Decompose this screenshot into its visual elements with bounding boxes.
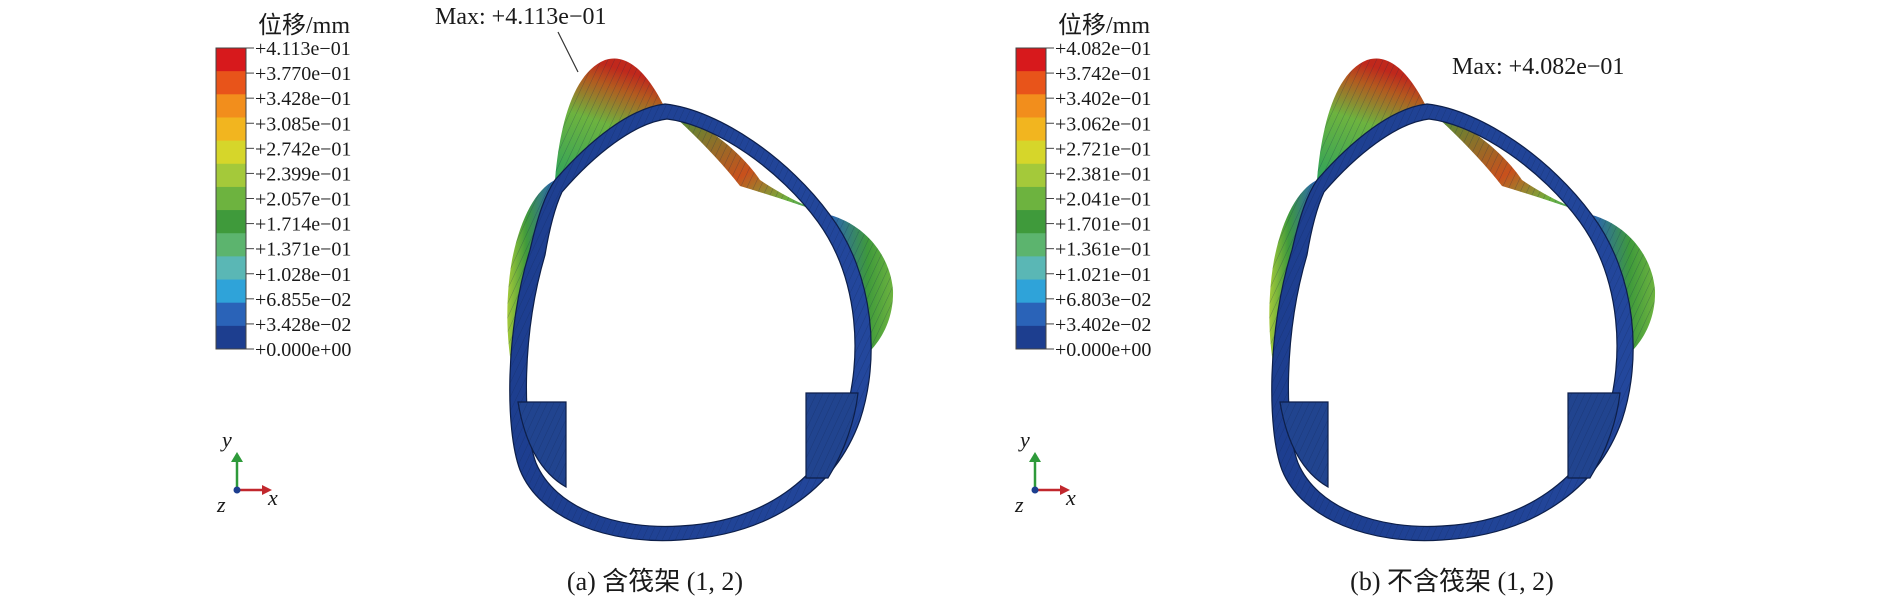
legend-value-a-10: +6.855e−02 bbox=[255, 289, 351, 311]
legend-swatch-b-6 bbox=[1016, 186, 1046, 211]
legend-swatch-b-5 bbox=[1016, 163, 1046, 188]
legend-swatch-a-9 bbox=[216, 256, 246, 281]
axis-z-label-a: z bbox=[216, 492, 226, 517]
legend-swatch-b-0 bbox=[1016, 48, 1046, 72]
legend-value-b-12: +0.000e+00 bbox=[1055, 339, 1151, 361]
legend-swatch-b-2 bbox=[1016, 94, 1046, 118]
legend-swatch-b-8 bbox=[1016, 233, 1046, 257]
legend-swatch-a-4 bbox=[216, 140, 246, 165]
legend-swatch-b-10 bbox=[1016, 279, 1046, 304]
legend-value-a-12: +0.000e+00 bbox=[255, 339, 351, 361]
legend-value-a-3: +3.085e−01 bbox=[255, 113, 351, 135]
max-leader-line-a bbox=[557, 31, 579, 73]
legend-swatch-b-4 bbox=[1016, 140, 1046, 165]
max-label-b: Max: +4.082e−01 bbox=[1452, 54, 1624, 80]
legend-value-b-0: +4.082e−01 bbox=[1055, 38, 1151, 60]
legend-b: +4.082e−01 +3.742e−01 +3.402e−01 +3.062e−01… bbox=[1015, 38, 1151, 361]
legend-value-b-8: +1.361e−01 bbox=[1055, 239, 1151, 261]
legend-value-b-3: +3.062e−01 bbox=[1055, 113, 1151, 135]
legend-a: +4.113e−01 +3.770e−01 +3.428e−01 +3.085e−01… bbox=[215, 38, 351, 361]
deformed-shell-b bbox=[1268, 57, 1656, 542]
legend-swatch-a-8 bbox=[216, 233, 246, 257]
legend-swatch-a-6 bbox=[216, 186, 246, 211]
legend-value-a-4: +2.742e−01 bbox=[255, 138, 351, 160]
legend-value-b-5: +2.381e−01 bbox=[1055, 163, 1151, 185]
legend-swatch-a-10 bbox=[216, 279, 246, 304]
legend-value-b-4: +2.721e−01 bbox=[1055, 138, 1151, 160]
legend-swatch-a-0 bbox=[216, 48, 246, 72]
legend-swatch-b-7 bbox=[1016, 210, 1046, 234]
legend-value-a-2: +3.428e−01 bbox=[255, 88, 351, 110]
legend-title-b: 位移/mm bbox=[1058, 12, 1150, 39]
legend-swatch-b-9 bbox=[1016, 256, 1046, 281]
deformed-shell-a bbox=[506, 57, 894, 542]
axis-z-label-b: z bbox=[1014, 492, 1024, 517]
max-label-a: Max: +4.113e−01 bbox=[435, 4, 607, 30]
legend-value-a-9: +1.028e−01 bbox=[255, 264, 351, 286]
legend-value-a-11: +3.428e−02 bbox=[255, 314, 351, 336]
legend-swatch-a-5 bbox=[216, 163, 246, 188]
legend-swatch-a-3 bbox=[216, 117, 246, 142]
legend-value-a-6: +2.057e−01 bbox=[255, 189, 351, 211]
axis-x-label-a: x bbox=[267, 485, 278, 510]
axis-triad-a: y x z bbox=[216, 427, 278, 517]
axis-y-label-a: y bbox=[220, 427, 232, 452]
legend-value-b-10: +6.803e−02 bbox=[1055, 289, 1151, 311]
axis-x-label-b: x bbox=[1065, 485, 1076, 510]
legend-swatch-a-2 bbox=[216, 94, 246, 118]
axis-y-label-b: y bbox=[1018, 427, 1030, 452]
legend-value-a-7: +1.714e−01 bbox=[255, 214, 351, 236]
legend-value-b-6: +2.041e−01 bbox=[1055, 189, 1151, 211]
legend-value-a-5: +2.399e−01 bbox=[255, 163, 351, 185]
caption-a: (a) 含筏架 (1, 2) bbox=[567, 567, 743, 596]
legend-swatch-b-12 bbox=[1016, 325, 1046, 350]
legend-value-a-1: +3.770e−01 bbox=[255, 63, 351, 85]
panel-b: 位移/mm +4.082e−01 +3.742e−01 +3.402e−01 +3.0… bbox=[1014, 12, 1656, 596]
legend-value-b-9: +1.021e−01 bbox=[1055, 264, 1151, 286]
legend-title-a: 位移/mm bbox=[258, 12, 350, 39]
panel-a: 位移/mm +4.113e−01 +3.770e−01 +3.428e−01 +3.0… bbox=[215, 4, 894, 596]
legend-swatch-a-1 bbox=[216, 71, 246, 95]
legend-value-b-11: +3.402e−02 bbox=[1055, 314, 1151, 336]
caption-b: (b) 不含筏架 (1, 2) bbox=[1350, 567, 1554, 596]
legend-value-b-1: +3.742e−01 bbox=[1055, 63, 1151, 85]
legend-swatch-a-12 bbox=[216, 325, 246, 350]
legend-swatch-a-7 bbox=[216, 210, 246, 234]
legend-swatch-a-11 bbox=[216, 302, 246, 327]
legend-value-b-2: +3.402e−01 bbox=[1055, 88, 1151, 110]
legend-swatch-b-11 bbox=[1016, 302, 1046, 327]
legend-swatch-b-3 bbox=[1016, 117, 1046, 142]
legend-swatch-b-1 bbox=[1016, 71, 1046, 95]
legend-value-a-0: +4.113e−01 bbox=[255, 38, 351, 60]
legend-value-a-8: +1.371e−01 bbox=[255, 239, 351, 261]
axis-triad-b: y x z bbox=[1014, 427, 1076, 517]
legend-value-b-7: +1.701e−01 bbox=[1055, 214, 1151, 236]
